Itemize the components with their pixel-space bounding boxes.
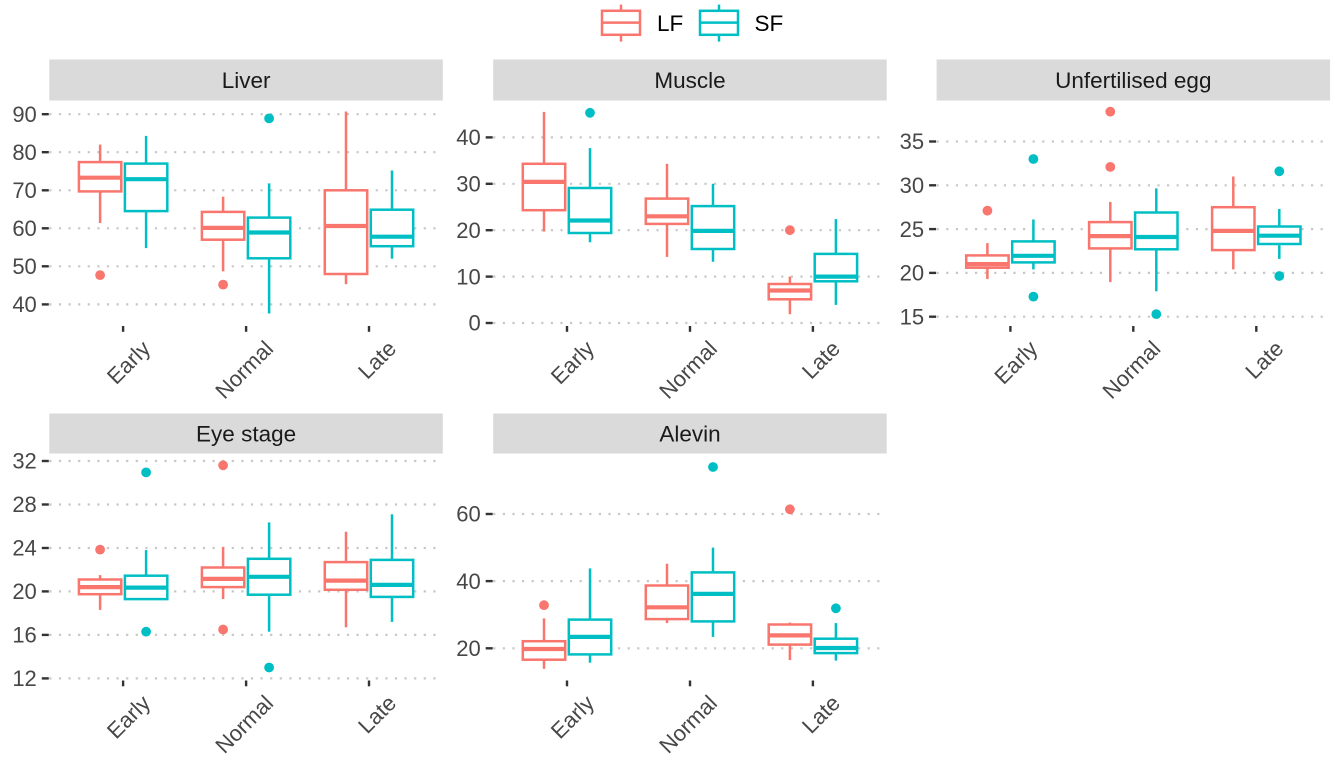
svg-text:Unfertilised egg: Unfertilised egg: [1055, 68, 1211, 93]
svg-text:15: 15: [900, 304, 924, 329]
svg-text:30: 30: [456, 172, 480, 197]
svg-text:25: 25: [900, 217, 924, 242]
svg-text:20: 20: [900, 261, 924, 286]
svg-text:35: 35: [900, 129, 924, 154]
svg-text:10: 10: [456, 264, 480, 289]
svg-text:12: 12: [12, 666, 36, 691]
svg-text:Liver: Liver: [222, 68, 271, 93]
svg-text:80: 80: [12, 140, 36, 165]
svg-text:20: 20: [456, 636, 480, 661]
svg-text:40: 40: [456, 125, 480, 150]
svg-text:Alevin: Alevin: [659, 421, 720, 446]
svg-text:28: 28: [12, 492, 36, 517]
svg-text:24: 24: [12, 536, 36, 561]
svg-text:0: 0: [468, 311, 480, 336]
svg-text:LF: LF: [657, 11, 683, 36]
svg-text:40: 40: [12, 292, 36, 317]
svg-text:40: 40: [456, 569, 480, 594]
svg-text:16: 16: [12, 623, 36, 648]
svg-text:60: 60: [12, 216, 36, 241]
svg-text:Muscle: Muscle: [654, 68, 725, 93]
svg-text:SF: SF: [755, 11, 784, 36]
svg-text:90: 90: [12, 102, 36, 127]
svg-text:60: 60: [456, 502, 480, 527]
svg-text:30: 30: [900, 173, 924, 198]
svg-text:Eye stage: Eye stage: [196, 421, 296, 446]
svg-text:20: 20: [12, 579, 36, 604]
svg-text:70: 70: [12, 178, 36, 203]
svg-text:32: 32: [12, 449, 36, 474]
svg-text:20: 20: [456, 218, 480, 243]
svg-text:50: 50: [12, 254, 36, 279]
